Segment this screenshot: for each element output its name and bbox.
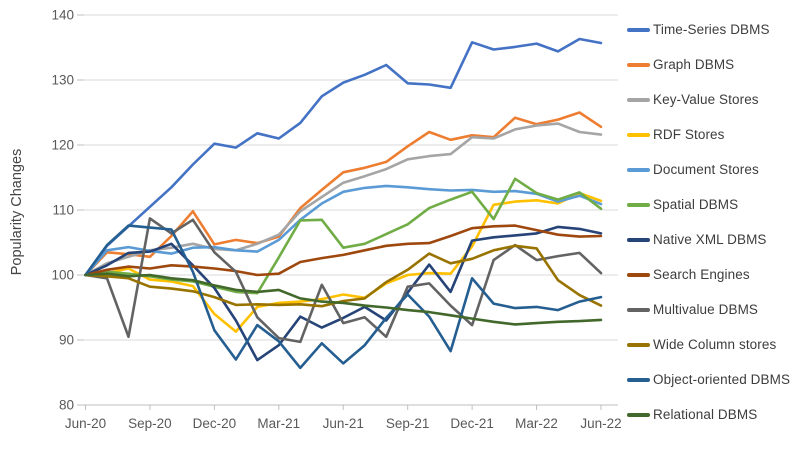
legend-item: Search Engines (627, 257, 790, 292)
legend-item: RDF Stores (627, 117, 790, 152)
legend-swatch (627, 272, 650, 277)
y-tick-label: 90 (59, 333, 74, 348)
y-axis-title: Popularity Changes (9, 149, 25, 276)
y-tick-label: 110 (52, 203, 74, 218)
legend-item: Document Stores (627, 152, 790, 187)
series-line-key-value-stores (84, 122, 603, 277)
legend-swatch (627, 62, 650, 67)
legend-label: RDF Stores (653, 127, 725, 142)
legend-swatch (627, 412, 650, 417)
legend-label: Document Stores (653, 162, 759, 177)
legend-label: Spatial DBMS (653, 197, 739, 212)
x-tick-label: Jun-20 (65, 416, 106, 431)
legend-swatch (627, 342, 650, 347)
legend-label: Native XML DBMS (653, 232, 767, 247)
legend: Time-Series DBMS Graph DBMS Key-Value Stor… (627, 12, 790, 432)
legend-label: Relational DBMS (653, 407, 758, 422)
legend-label: Graph DBMS (653, 57, 735, 72)
legend-label: Search Engines (653, 267, 750, 282)
x-tick-label: Dec-20 (193, 416, 237, 431)
legend-swatch (627, 167, 650, 172)
series-line-rdf-stores (84, 191, 603, 333)
series-line-object-oriented-dbms (84, 224, 603, 370)
legend-swatch (627, 307, 650, 312)
series-line-native-xml-dbms (84, 225, 603, 362)
legend-label: Time-Series DBMS (653, 22, 770, 37)
legend-item: Key-Value Stores (627, 82, 790, 117)
legend-swatch (627, 97, 650, 102)
series-line-search-engines (84, 224, 603, 277)
legend-item: Native XML DBMS (627, 222, 790, 257)
legend-item: Object-oriented DBMS (627, 362, 790, 397)
legend-item: Spatial DBMS (627, 187, 790, 222)
series-line-time-series-dbms (84, 37, 603, 277)
x-tick-label: Sep-20 (128, 416, 172, 431)
legend-label: Object-oriented DBMS (653, 372, 791, 387)
y-tick-label: 100 (51, 268, 74, 283)
x-tick-label: Sep-21 (386, 416, 430, 431)
x-tick-label: Mar-22 (515, 416, 558, 431)
series-line-graph-dbms (84, 111, 603, 277)
series-line-relational-dbms (84, 272, 603, 326)
x-tick-label: Jun-21 (323, 416, 364, 431)
x-tick-label: Dec-21 (450, 416, 494, 431)
series-line-wide-column-stores (84, 244, 603, 308)
legend-swatch (627, 132, 650, 137)
legend-item: Time-Series DBMS (627, 12, 790, 47)
legend-item: Multivalue DBMS (627, 292, 790, 327)
legend-swatch (627, 202, 650, 207)
legend-item: Relational DBMS (627, 397, 790, 432)
x-tick-label: Mar-21 (257, 416, 300, 431)
x-tick-label: Jun-22 (580, 416, 621, 431)
legend-label: Multivalue DBMS (653, 302, 759, 317)
legend-item: Wide Column stores (627, 327, 790, 362)
legend-swatch (627, 27, 650, 32)
y-tick-label: 120 (51, 138, 74, 153)
y-tick-label: 80 (59, 398, 74, 413)
legend-label: Wide Column stores (653, 337, 777, 352)
y-tick-label: 130 (51, 73, 74, 88)
legend-swatch (627, 377, 650, 382)
legend-swatch (627, 237, 650, 242)
series-line-document-stores (84, 184, 603, 277)
legend-item: Graph DBMS (627, 47, 790, 82)
legend-label: Key-Value Stores (653, 92, 759, 107)
y-tick-label: 140 (51, 8, 74, 23)
